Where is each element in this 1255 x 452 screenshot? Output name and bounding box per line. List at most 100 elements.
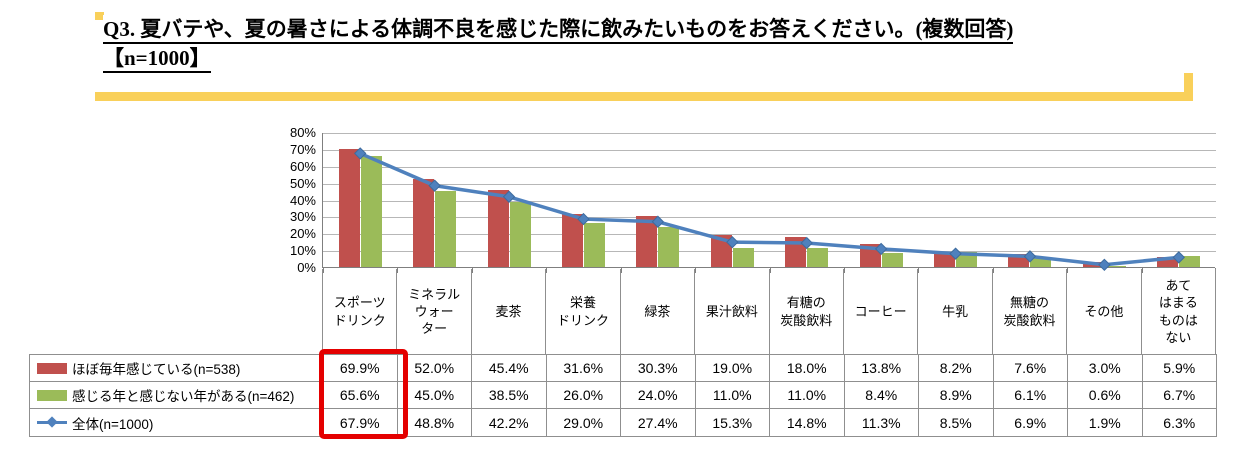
category-header-cell: 栄養 ドリンク [546,269,621,354]
bar-red [487,190,509,267]
value-cell: 11.0% [770,382,845,408]
bar-green [732,248,754,267]
gridline [323,234,1216,236]
line-diamond-marker [354,147,367,160]
category-header-cell: 無糖の 炭酸飲料 [993,269,1068,354]
line-diamond-marker [502,190,516,203]
category-header-cell: 牛乳 [918,269,993,354]
value-cell: 24.0% [621,382,696,408]
legend-label: 感じる年と感じない年がある(n=462) [72,389,295,404]
value-cell: 38.5% [472,382,547,408]
category-header-cell: その他 [1067,269,1142,354]
table-row: ほぼ毎年感じている(n=538) 69.9% 52.0% 45.4% 31.6% 30.3… [30,355,1216,382]
category-header-cell: ミネラル ウォー ター [397,269,472,354]
y-axis-label: 20% [289,226,316,242]
value-cell: 45.4% [472,355,547,381]
line-diamond-marker [949,247,962,260]
chart-plot-area [322,133,1216,273]
legend-cell: 感じる年と感じない年がある(n=462) [30,382,323,408]
value-cell: 8.5% [919,409,994,436]
value-cell: 8.9% [919,382,994,408]
question-title: Q3. 夏バテや、夏の暑さによる体調不良を感じた際に飲みたいものをお答えください… [103,15,1193,73]
title-frame-corner [95,12,104,20]
legend-label: 全体(n=1000) [72,416,154,432]
category-header-cell: 有糖の 炭酸飲料 [770,269,844,354]
bar-green [509,202,531,267]
gridline [323,149,1216,151]
value-cell: 27.4% [621,409,696,436]
bar-red [338,149,360,267]
bar-green [807,248,829,267]
y-axis-label: 80% [289,125,316,140]
category-header-cell: 麦茶 [472,269,547,354]
legend-red-swatch-icon [37,362,67,374]
line-diamond-marker [428,179,441,192]
bar-green [435,191,457,267]
table-row: 全体(n=1000) 67.9% 48.8% 42.2% 29.0% 27.4% 15.3%… [30,409,1216,436]
value-cell: 29.0% [547,409,621,436]
bar-red [636,215,658,267]
value-cell: 8.2% [919,355,994,381]
x-axis-tick [769,268,771,273]
category-header-cell: スポーツ ドリンク [322,269,398,354]
bar-red [934,253,956,267]
y-axis-label: 10% [289,243,316,259]
y-axis-label: 40% [289,192,316,208]
bar-green [360,156,382,267]
value-cell: 69.9% [323,355,398,381]
value-cell: 42.2% [472,409,547,436]
line-diamond-marker [1098,258,1111,272]
legend-line-marker-icon [37,416,67,428]
value-cell: 67.9% [323,409,398,436]
line-diamond-marker [577,212,590,226]
x-axis-tick [695,268,697,273]
value-cell: 1.9% [1068,409,1143,436]
y-axis-label: 60% [289,158,316,174]
legend-cell: ほぼ毎年感じている(n=538) [30,355,323,381]
value-cell: 13.8% [845,355,919,381]
category-header-row: スポーツ ドリンク ミネラル ウォー ター 麦茶 栄養 ドリンク 緑茶 果汁飲料 有糖の 炭… [322,269,1217,354]
bar-green [1179,255,1201,267]
table-row: 感じる年と感じない年がある(n=462) 65.6% 45.0% 38.5% 26.0%… [30,382,1216,409]
value-cell: 30.3% [621,355,696,381]
x-axis-tick [546,268,548,273]
y-axis-label: 70% [289,141,316,157]
gridline [323,200,1216,202]
category-header-cell: 緑茶 [621,269,696,354]
bar-green [881,252,903,267]
legend-green-swatch-icon [37,389,67,401]
value-cell: 15.3% [696,409,770,436]
question-title-line1: Q3. 夏バテや、夏の暑さによる体調不良を感じた際に飲みたいものをお答えください… [103,15,1193,44]
value-cell: 18.0% [770,355,845,381]
value-cell: 6.3% [1163,414,1196,431]
gridline [323,166,1216,168]
line-diamond-marker [1023,250,1037,263]
value-cell: 11.3% [845,409,919,436]
x-axis-tick [323,268,324,273]
x-axis-tick [397,268,399,273]
x-axis-tick [1141,268,1143,273]
bar-green [583,223,605,267]
line-diamond-marker [800,236,813,250]
bar-green [658,226,680,267]
value-cell: 6.9% [994,409,1068,436]
value-cell: 5.9% [1163,360,1196,376]
x-axis-tick [471,268,473,273]
bar-red [1157,257,1179,267]
value-cell: 31.6% [547,355,621,381]
line-diamond-marker [874,242,888,256]
legend-label: ほぼ毎年感じている(n=538) [72,362,241,377]
value-cell: 26.0% [547,382,621,408]
value-cell: 14.8% [770,409,845,436]
x-axis-tick [918,268,920,273]
bar-red [413,179,435,267]
gridline [323,217,1216,219]
value-cell: 3.0% [1068,355,1143,381]
data-table: ほぼ毎年感じている(n=538) 69.9% 52.0% 45.4% 31.6% 30.3… [29,354,1217,437]
value-cell: 6.1% [994,382,1068,408]
x-axis-tick [620,268,622,273]
value-cell: 48.8% [398,409,472,436]
y-axis-label: 30% [289,209,316,225]
value-cell: 52.0% [398,355,472,381]
